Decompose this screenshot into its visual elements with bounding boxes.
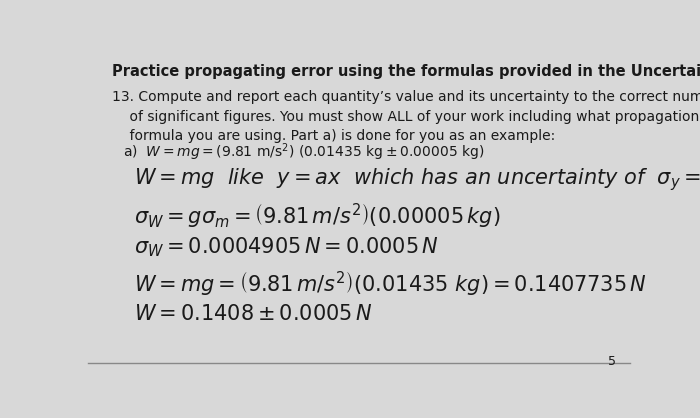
Text: 5: 5 bbox=[608, 355, 617, 368]
Text: $\sigma_W = 0.0004905\,N = 0.0005\,N$: $\sigma_W = 0.0004905\,N = 0.0005\,N$ bbox=[134, 235, 438, 259]
Text: $W = mg = \left(9.81\,m/s^2\right)\left(0.01435\ kg\right) = 0.1407735\,N$: $W = mg = \left(9.81\,m/s^2\right)\left(… bbox=[134, 269, 647, 298]
Text: Practice propagating error using the formulas provided in the Uncertainty Readin: Practice propagating error using the for… bbox=[112, 64, 700, 79]
Text: a)  $W = mg = (9.81\ \mathrm{m/s^2})\ (0.01435\ \mathrm{kg} \pm 0.00005\ \mathrm: a) $W = mg = (9.81\ \mathrm{m/s^2})\ (0.… bbox=[122, 142, 484, 163]
Text: $W = mg$  like  $y = ax$  which has an uncertainty of  $\sigma_y = a\sigma_x$: $W = mg$ like $y = ax$ which has an unce… bbox=[134, 166, 700, 193]
Text: 13. Compute and report each quantity’s value and its uncertainty to the correct : 13. Compute and report each quantity’s v… bbox=[112, 90, 700, 143]
Text: $W = 0.1408 \pm 0.0005\,N$: $W = 0.1408 \pm 0.0005\,N$ bbox=[134, 304, 372, 324]
Text: $\sigma_W = g\sigma_m = \left(9.81\,m/s^2\right)\left(0.00005\,kg\right)$: $\sigma_W = g\sigma_m = \left(9.81\,m/s^… bbox=[134, 201, 500, 230]
